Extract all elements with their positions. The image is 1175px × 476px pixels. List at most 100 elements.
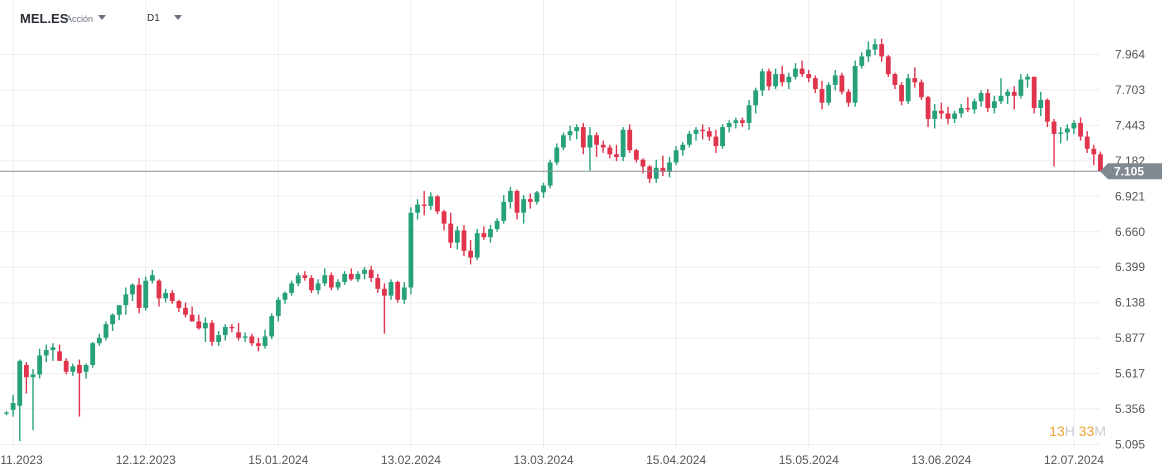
candle[interactable] <box>607 144 613 159</box>
candle[interactable] <box>806 69 812 83</box>
candle[interactable] <box>110 313 115 331</box>
candle[interactable] <box>885 55 891 77</box>
candle[interactable] <box>302 271 308 281</box>
candle[interactable] <box>567 125 573 141</box>
candle[interactable] <box>547 159 553 189</box>
candle[interactable] <box>448 212 454 249</box>
candle[interactable] <box>96 333 102 346</box>
candle[interactable] <box>633 148 639 163</box>
candle[interactable] <box>965 97 971 113</box>
candle[interactable] <box>925 95 931 128</box>
candle[interactable] <box>1084 131 1090 153</box>
candle[interactable] <box>905 74 911 104</box>
candle[interactable] <box>812 75 818 94</box>
candle[interactable] <box>289 280 294 296</box>
candle[interactable] <box>759 68 765 96</box>
candle[interactable] <box>726 120 732 133</box>
candle[interactable] <box>839 72 845 95</box>
candle[interactable] <box>176 299 182 312</box>
candle[interactable] <box>680 142 686 156</box>
candle[interactable] <box>395 280 401 303</box>
candle[interactable] <box>819 80 825 110</box>
candle[interactable] <box>852 60 858 107</box>
candle[interactable] <box>700 124 706 140</box>
candle[interactable] <box>57 344 62 361</box>
candle[interactable] <box>1064 124 1070 141</box>
candle[interactable] <box>322 268 328 287</box>
candle[interactable] <box>474 229 480 261</box>
candle[interactable] <box>103 321 109 341</box>
candle[interactable] <box>972 98 977 114</box>
candle[interactable] <box>17 359 23 442</box>
candle[interactable] <box>879 38 885 62</box>
candle[interactable] <box>415 199 420 220</box>
candle[interactable] <box>620 127 626 162</box>
symbol-dropdown-chevron-icon[interactable] <box>98 15 106 20</box>
candle[interactable] <box>388 279 394 300</box>
candle[interactable] <box>740 117 745 128</box>
candle[interactable] <box>647 165 653 183</box>
candle[interactable] <box>421 190 427 216</box>
candle[interactable] <box>382 283 387 334</box>
candle[interactable] <box>10 394 16 417</box>
candle[interactable] <box>143 276 149 311</box>
candle[interactable] <box>958 103 964 118</box>
candle[interactable] <box>163 288 169 303</box>
candle[interactable] <box>1005 89 1011 104</box>
candle[interactable] <box>494 218 500 232</box>
candle[interactable] <box>733 117 739 129</box>
candle[interactable] <box>1025 74 1030 88</box>
candle[interactable] <box>355 271 361 283</box>
candle[interactable] <box>932 103 938 129</box>
candle[interactable] <box>1091 144 1097 166</box>
candle[interactable] <box>335 279 341 291</box>
candle[interactable] <box>991 95 997 114</box>
candle[interactable] <box>37 348 43 379</box>
candle[interactable] <box>899 82 904 106</box>
candle[interactable] <box>507 186 513 209</box>
candle[interactable] <box>209 320 215 346</box>
candle[interactable] <box>952 110 957 124</box>
candle[interactable] <box>773 68 778 90</box>
candle[interactable] <box>401 282 407 304</box>
candle[interactable] <box>554 143 560 166</box>
candle[interactable] <box>799 60 805 77</box>
candle[interactable] <box>1031 76 1037 114</box>
candle[interactable] <box>123 287 129 315</box>
candle[interactable] <box>1051 118 1057 167</box>
candle[interactable] <box>1018 74 1024 99</box>
candle[interactable] <box>580 123 586 155</box>
candle[interactable] <box>375 273 381 293</box>
symbol-label[interactable]: MEL.ES <box>20 11 69 26</box>
candle[interactable] <box>295 272 301 287</box>
candle[interactable] <box>242 332 248 342</box>
candle[interactable] <box>1078 117 1083 141</box>
candle[interactable] <box>183 302 188 318</box>
candle[interactable] <box>587 127 593 171</box>
candle[interactable] <box>116 305 122 321</box>
candle[interactable] <box>90 341 96 368</box>
candle[interactable] <box>83 363 89 379</box>
candle[interactable] <box>70 363 76 376</box>
candle[interactable] <box>229 324 235 333</box>
candle[interactable] <box>249 333 255 346</box>
candle[interactable] <box>216 330 222 346</box>
candle[interactable] <box>222 324 228 341</box>
candle[interactable] <box>978 90 984 107</box>
candle[interactable] <box>985 89 991 113</box>
candle[interactable] <box>667 156 672 178</box>
candle[interactable] <box>945 106 951 125</box>
candle[interactable] <box>527 193 533 209</box>
candle[interactable] <box>1038 91 1044 117</box>
candle[interactable] <box>766 68 772 91</box>
candle[interactable] <box>348 268 354 281</box>
candle[interactable] <box>706 127 712 141</box>
candle[interactable] <box>262 329 268 349</box>
timeframe-dropdown-chevron-icon[interactable] <box>174 15 182 20</box>
candle[interactable] <box>4 411 9 416</box>
candle[interactable] <box>686 131 692 148</box>
candle[interactable] <box>1071 120 1077 134</box>
candle[interactable] <box>269 313 275 340</box>
candle[interactable] <box>1058 127 1064 144</box>
candle[interactable] <box>713 129 719 153</box>
